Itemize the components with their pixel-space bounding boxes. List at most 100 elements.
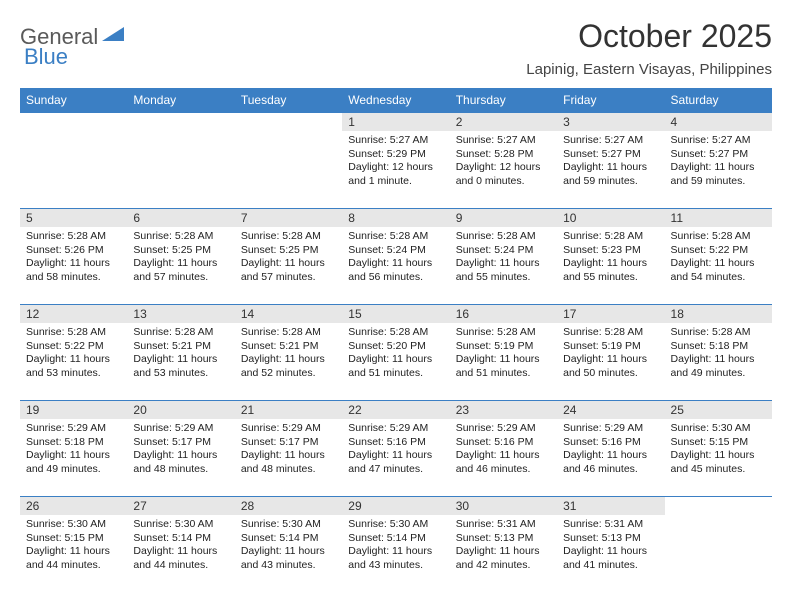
- sunset-value: 5:14 PM: [172, 532, 211, 544]
- sunrise-line: Sunrise: 5:29 AM: [348, 422, 443, 436]
- sunset-line: Sunset: 5:27 PM: [563, 148, 658, 162]
- sunset-label: Sunset:: [348, 340, 384, 352]
- sunset-value: 5:19 PM: [494, 340, 533, 352]
- daylight-label: Daylight:: [456, 257, 497, 269]
- logo-text-blue-wrap: Blue: [24, 44, 68, 70]
- sunrise-label: Sunrise:: [671, 134, 710, 146]
- sunrise-label: Sunrise:: [133, 326, 172, 338]
- daylight-line: Daylight: 11 hours and 50 minutes.: [563, 353, 658, 380]
- day-details: Sunrise: 5:28 AMSunset: 5:19 PMDaylight:…: [450, 323, 557, 385]
- calendar-day-cell: 6Sunrise: 5:28 AMSunset: 5:25 PMDaylight…: [127, 209, 234, 305]
- daylight-label: Daylight:: [133, 545, 174, 557]
- sunset-label: Sunset:: [241, 532, 277, 544]
- sunrise-value: 5:28 AM: [67, 230, 106, 242]
- sunrise-label: Sunrise:: [671, 230, 710, 242]
- daylight-line: Daylight: 11 hours and 41 minutes.: [563, 545, 658, 572]
- page-header: General October 2025 Lapinig, Eastern Vi…: [20, 18, 772, 78]
- daylight-line: Daylight: 11 hours and 47 minutes.: [348, 449, 443, 476]
- sunrise-label: Sunrise:: [563, 326, 602, 338]
- day-details: Sunrise: 5:28 AMSunset: 5:22 PMDaylight:…: [20, 323, 127, 385]
- sunrise-label: Sunrise:: [563, 518, 602, 530]
- calendar-day-cell: 12Sunrise: 5:28 AMSunset: 5:22 PMDayligh…: [20, 305, 127, 401]
- sunset-value: 5:13 PM: [602, 532, 641, 544]
- sunrise-line: Sunrise: 5:28 AM: [26, 326, 121, 340]
- day-details: Sunrise: 5:30 AMSunset: 5:14 PMDaylight:…: [342, 515, 449, 577]
- sunrise-value: 5:28 AM: [497, 326, 536, 338]
- sunset-label: Sunset:: [241, 436, 277, 448]
- sunrise-line: Sunrise: 5:31 AM: [456, 518, 551, 532]
- daylight-line: Daylight: 11 hours and 52 minutes.: [241, 353, 336, 380]
- daylight-label: Daylight:: [563, 449, 604, 461]
- daylight-line: Daylight: 11 hours and 46 minutes.: [563, 449, 658, 476]
- sunset-line: Sunset: 5:28 PM: [456, 148, 551, 162]
- day-details: Sunrise: 5:29 AMSunset: 5:18 PMDaylight:…: [20, 419, 127, 481]
- calendar-day-cell: 11Sunrise: 5:28 AMSunset: 5:22 PMDayligh…: [665, 209, 772, 305]
- sunset-line: Sunset: 5:18 PM: [26, 436, 121, 450]
- calendar-body: 1Sunrise: 5:27 AMSunset: 5:29 PMDaylight…: [20, 113, 772, 593]
- sunset-label: Sunset:: [671, 436, 707, 448]
- calendar-day-cell: 15Sunrise: 5:28 AMSunset: 5:20 PMDayligh…: [342, 305, 449, 401]
- sunrise-value: 5:31 AM: [497, 518, 536, 530]
- sunrise-value: 5:28 AM: [605, 326, 644, 338]
- daylight-label: Daylight:: [133, 353, 174, 365]
- day-details: Sunrise: 5:28 AMSunset: 5:23 PMDaylight:…: [557, 227, 664, 289]
- sunset-line: Sunset: 5:23 PM: [563, 244, 658, 258]
- sunrise-line: Sunrise: 5:28 AM: [241, 326, 336, 340]
- calendar-day-cell: 9Sunrise: 5:28 AMSunset: 5:24 PMDaylight…: [450, 209, 557, 305]
- sunset-line: Sunset: 5:27 PM: [671, 148, 766, 162]
- sunrise-line: Sunrise: 5:27 AM: [563, 134, 658, 148]
- sunset-line: Sunset: 5:29 PM: [348, 148, 443, 162]
- sunrise-value: 5:30 AM: [390, 518, 429, 530]
- sunset-label: Sunset:: [133, 436, 169, 448]
- sunrise-value: 5:28 AM: [605, 230, 644, 242]
- sunset-label: Sunset:: [348, 532, 384, 544]
- day-header: Wednesday: [342, 88, 449, 113]
- day-details: Sunrise: 5:28 AMSunset: 5:25 PMDaylight:…: [235, 227, 342, 289]
- sunset-label: Sunset:: [26, 244, 62, 256]
- daylight-line: Daylight: 11 hours and 51 minutes.: [348, 353, 443, 380]
- daylight-label: Daylight:: [348, 449, 389, 461]
- calendar-week-row: 1Sunrise: 5:27 AMSunset: 5:29 PMDaylight…: [20, 113, 772, 209]
- sunset-value: 5:21 PM: [279, 340, 318, 352]
- day-number: 3: [557, 113, 664, 131]
- day-header: Saturday: [665, 88, 772, 113]
- sunrise-label: Sunrise:: [348, 230, 387, 242]
- sunrise-value: 5:28 AM: [712, 230, 751, 242]
- daylight-line: Daylight: 11 hours and 51 minutes.: [456, 353, 551, 380]
- sunset-line: Sunset: 5:15 PM: [26, 532, 121, 546]
- sunset-line: Sunset: 5:22 PM: [26, 340, 121, 354]
- sunrise-label: Sunrise:: [563, 230, 602, 242]
- sunset-line: Sunset: 5:26 PM: [26, 244, 121, 258]
- sunset-value: 5:14 PM: [387, 532, 426, 544]
- daylight-label: Daylight:: [26, 353, 67, 365]
- sunset-label: Sunset:: [241, 340, 277, 352]
- sunrise-value: 5:30 AM: [175, 518, 214, 530]
- day-details: Sunrise: 5:27 AMSunset: 5:28 PMDaylight:…: [450, 131, 557, 193]
- calendar-day-cell: 10Sunrise: 5:28 AMSunset: 5:23 PMDayligh…: [557, 209, 664, 305]
- day-number: 9: [450, 209, 557, 227]
- sunset-line: Sunset: 5:14 PM: [133, 532, 228, 546]
- day-number: 28: [235, 497, 342, 515]
- sunrise-value: 5:29 AM: [390, 422, 429, 434]
- sunset-value: 5:27 PM: [709, 148, 748, 160]
- sunset-value: 5:14 PM: [279, 532, 318, 544]
- logo-text-blue: Blue: [24, 44, 68, 69]
- sunset-label: Sunset:: [26, 340, 62, 352]
- sunrise-line: Sunrise: 5:29 AM: [26, 422, 121, 436]
- sunset-label: Sunset:: [563, 340, 599, 352]
- daylight-label: Daylight:: [563, 161, 604, 173]
- sunrise-label: Sunrise:: [456, 518, 495, 530]
- title-block: October 2025 Lapinig, Eastern Visayas, P…: [526, 18, 772, 78]
- day-details: Sunrise: 5:28 AMSunset: 5:22 PMDaylight:…: [665, 227, 772, 289]
- sunrise-label: Sunrise:: [133, 230, 172, 242]
- sunrise-value: 5:30 AM: [67, 518, 106, 530]
- day-number: 17: [557, 305, 664, 323]
- sunrise-label: Sunrise:: [133, 518, 172, 530]
- sunrise-value: 5:28 AM: [175, 326, 214, 338]
- calendar-week-row: 19Sunrise: 5:29 AMSunset: 5:18 PMDayligh…: [20, 401, 772, 497]
- sunset-line: Sunset: 5:17 PM: [241, 436, 336, 450]
- sunset-value: 5:21 PM: [172, 340, 211, 352]
- sunset-value: 5:24 PM: [494, 244, 533, 256]
- daylight-label: Daylight:: [241, 449, 282, 461]
- daylight-label: Daylight:: [348, 353, 389, 365]
